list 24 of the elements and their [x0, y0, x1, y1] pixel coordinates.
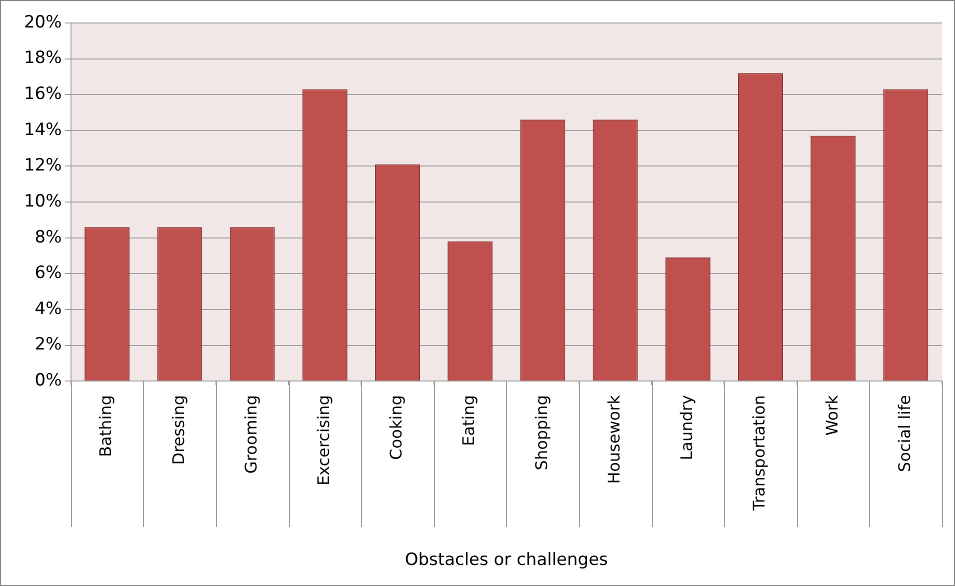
y-tick-label: 12% — [24, 156, 62, 176]
x-tick-label: Social life — [894, 395, 914, 472]
x-tick-label: Bathing — [96, 395, 116, 458]
x-tick-label: Work — [822, 394, 842, 436]
y-tick-label: 4% — [34, 298, 62, 319]
x-tick-label: Housework — [604, 394, 624, 484]
y-tick-label: 20% — [24, 12, 62, 32]
x-tick-label: Excercising — [314, 395, 334, 486]
y-tick-label: 14% — [24, 120, 62, 140]
y-tick-label: 18% — [24, 48, 62, 68]
y-tick-label: 16% — [24, 84, 62, 104]
x-tick-label: Cooking — [386, 395, 406, 460]
y-tick-label: 0% — [34, 370, 62, 390]
x-tick-label: Dressing — [168, 395, 188, 465]
y-tick-label: 8% — [34, 227, 62, 248]
x-tick-label: Laundry — [677, 395, 696, 460]
y-tick-label: 6% — [34, 263, 62, 284]
x-tick-label: Grooming — [241, 395, 260, 474]
y-tick-label: 10% — [24, 191, 62, 212]
x-tick-label: Transportation — [750, 395, 769, 512]
x-axis-title: Obstacles or challenges — [404, 550, 608, 570]
x-tick-label: Shopping — [532, 395, 551, 470]
x-tick-label: Eating — [459, 395, 478, 446]
y-tick-label: 2% — [34, 334, 62, 355]
